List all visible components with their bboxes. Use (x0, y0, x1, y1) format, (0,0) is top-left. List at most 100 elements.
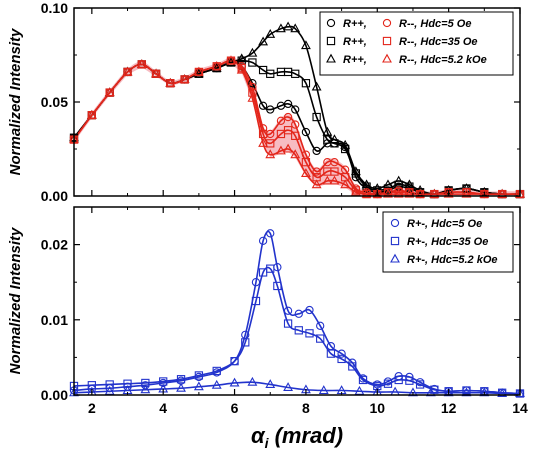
top-series-5-point (311, 179, 322, 189)
top-series-4-point (301, 158, 311, 167)
top-series-4-point (291, 131, 300, 140)
bottom-legend-label: R+-, Hdc=35 Oe (407, 236, 488, 248)
bottom-series-1-point (241, 338, 250, 347)
top-series-5-point (350, 186, 361, 196)
y-tick-label: 0.00 (41, 188, 68, 204)
top-series-5-point (136, 59, 147, 68)
top-legend-marker-red (382, 18, 392, 28)
bottom-series-2-point (354, 385, 365, 395)
bottom-series-2-point (140, 384, 151, 394)
bottom-series-1-point (316, 334, 325, 343)
top-series-3-point (258, 124, 268, 133)
x-axis-label-subscript: i (265, 435, 270, 451)
top-series-5-point (479, 188, 490, 198)
top-series-5-point (443, 188, 454, 198)
top-ticks: 0.00 0.05 0.10 (41, 0, 521, 204)
top-series-2-point (211, 62, 222, 72)
top-series-5-point (393, 188, 404, 198)
top-series-5-point (415, 188, 426, 198)
top-series-2-point (383, 179, 393, 189)
bottom-series-2-point (193, 381, 204, 391)
top-legend-marker-black (326, 18, 336, 28)
top-series-2-point (322, 126, 333, 136)
top-series-2-point (311, 81, 322, 91)
bottom-series-2-point (318, 385, 329, 395)
bottom-plot-frame (73, 206, 521, 396)
bottom-series-1-point (305, 329, 314, 338)
top-legend-label-red: R--, Hdc=5.2 kOe (399, 54, 487, 66)
top-series-5-point (329, 175, 340, 185)
top-series-5-point (322, 175, 333, 185)
top-series-3-point (283, 112, 293, 122)
top-series-4-point (266, 139, 275, 148)
top-markers (69, 21, 525, 199)
bottom-series-1-point (283, 319, 293, 328)
bottom-series-1-point (430, 385, 439, 394)
bottom-series-1-point (348, 362, 357, 371)
top-series-5-point (383, 188, 393, 198)
bottom-series-2-point (104, 385, 115, 395)
bottom-series-2-point (229, 377, 240, 387)
top-legend-marker-red (382, 36, 392, 46)
top-legend-label-red: R--, Hdc=5 Oe (399, 18, 471, 30)
bottom-legend-label: R+-, Hdc=5.2 kOe (407, 254, 498, 266)
top-series-5-point (404, 188, 415, 198)
y-tick-label: 0.02 (41, 237, 68, 253)
top-series-2-point (258, 36, 269, 46)
bottom-series-2-point (515, 388, 525, 398)
top-legend-label-black: R++, (343, 18, 367, 30)
top-series-5-line (73, 59, 520, 196)
top-series-5-point (300, 168, 311, 177)
bottom-series-0-point (316, 321, 325, 330)
top-series-4-point (330, 167, 339, 176)
bottom-y-axis-label: Normalized Intensity (7, 227, 24, 374)
top-series-0-point (258, 101, 268, 110)
top-series-2-point (415, 185, 426, 194)
top-series-2-point (329, 134, 340, 144)
bottom-series-1-point (273, 281, 282, 291)
bottom-series-2-point (283, 382, 294, 392)
top-series-5-point (515, 188, 525, 198)
top-series-2-point (247, 47, 258, 57)
bottom-series-1-point (405, 376, 414, 385)
y-tick-label: 0.00 (41, 387, 68, 403)
top-series-4-point (248, 88, 257, 97)
bottom-series-1-point (415, 380, 425, 389)
x-tick-label: 6 (231, 400, 239, 416)
bottom-fit-lines (73, 230, 521, 395)
top-series-5-point (258, 138, 269, 147)
x-axis-label-symbol: α (251, 423, 266, 448)
top-series-1-point (291, 69, 300, 78)
x-tick-label: 14 (512, 400, 528, 416)
bottom-series-0-point (337, 349, 346, 358)
top-series-1-point (248, 58, 257, 67)
bottom-series-1-point (251, 296, 261, 306)
top-series-5-point (104, 87, 115, 97)
top-series-2-point (393, 175, 404, 185)
top-series-0-point (312, 146, 321, 156)
bottom-legend-marker (390, 236, 400, 246)
bottom-series-1-point (326, 349, 336, 358)
top-series-3-point (291, 120, 300, 129)
top-series-3-point (276, 116, 286, 125)
top-series-5-point (247, 92, 258, 102)
bottom-series-1-point (358, 375, 368, 385)
x-tick-label: 2 (88, 400, 96, 416)
top-series-2-point (300, 40, 311, 50)
top-series-0-point (248, 79, 257, 88)
bottom-series-1-point (176, 375, 186, 384)
x-tick-label: 8 (302, 400, 310, 416)
top-legend-marker-black (326, 53, 336, 63)
top-series-0-point (291, 105, 300, 114)
top-series-2-point (283, 21, 294, 31)
top-legend-label-black: R++, (343, 36, 367, 48)
bottom-panel: 0.00 0.01 0.02 2 4 6 8 10 12 14 Normalized Intens… (7, 206, 528, 451)
top-series-2-point (404, 179, 415, 189)
bottom-markers (69, 229, 525, 398)
top-series-4-point (258, 129, 268, 139)
top-series-5-point (86, 109, 97, 119)
bottom-series-2-point (211, 379, 222, 389)
top-series-2-point (350, 166, 361, 176)
y-tick-label: 0.10 (41, 0, 68, 16)
